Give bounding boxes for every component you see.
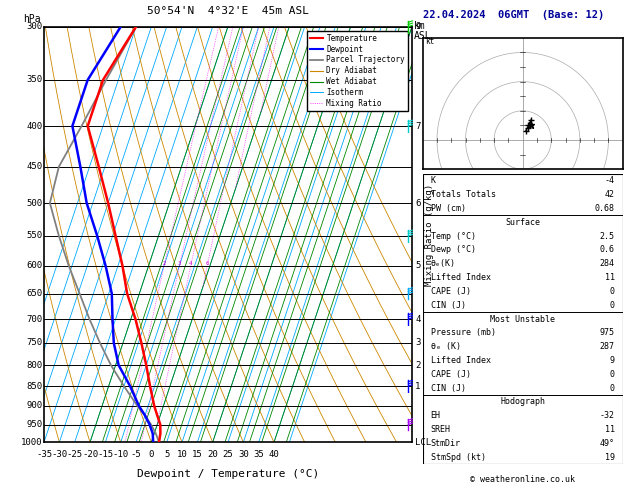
Text: 20: 20 [208, 450, 218, 459]
Text: 49°: 49° [599, 439, 615, 448]
Text: StmDir: StmDir [431, 439, 460, 448]
Text: -32: -32 [599, 411, 615, 420]
Text: -10: -10 [113, 450, 129, 459]
Text: K: K [431, 176, 436, 185]
Text: 7: 7 [415, 122, 421, 131]
Text: 2.5: 2.5 [599, 232, 615, 241]
Text: 350: 350 [26, 75, 42, 85]
Text: 9: 9 [415, 22, 421, 31]
Text: 975: 975 [599, 329, 615, 337]
Text: CIN (J): CIN (J) [431, 383, 465, 393]
Text: -4: -4 [604, 176, 615, 185]
Text: StmSpd (kt): StmSpd (kt) [431, 453, 486, 462]
Text: 950: 950 [26, 420, 42, 429]
Text: Lifted Index: Lifted Index [431, 356, 491, 365]
Text: 5: 5 [164, 450, 169, 459]
Text: 0: 0 [148, 450, 154, 459]
Text: 42: 42 [604, 190, 615, 199]
Text: 3: 3 [177, 261, 181, 266]
Text: 11: 11 [604, 425, 615, 434]
Text: 5: 5 [415, 261, 421, 270]
Text: 3: 3 [415, 338, 421, 347]
Text: 19: 19 [604, 453, 615, 462]
Text: 2: 2 [162, 261, 166, 266]
Text: Hodograph: Hodograph [500, 398, 545, 406]
Text: 40: 40 [269, 450, 279, 459]
Text: 287: 287 [599, 342, 615, 351]
Text: kt: kt [426, 37, 435, 46]
Text: -25: -25 [67, 450, 83, 459]
Text: SREH: SREH [431, 425, 451, 434]
Text: θₑ(K): θₑ(K) [431, 260, 455, 268]
Text: 300: 300 [26, 22, 42, 31]
Text: -35: -35 [36, 450, 52, 459]
Text: Most Unstable: Most Unstable [490, 314, 555, 324]
Text: PW (cm): PW (cm) [431, 204, 465, 213]
Text: 700: 700 [26, 314, 42, 324]
Text: 6: 6 [206, 261, 209, 266]
Text: CIN (J): CIN (J) [431, 301, 465, 310]
Text: 4: 4 [415, 314, 421, 324]
Text: 0: 0 [610, 287, 615, 296]
Text: 0: 0 [610, 301, 615, 310]
Text: © weatheronline.co.uk: © weatheronline.co.uk [470, 474, 575, 484]
Text: -5: -5 [131, 450, 142, 459]
Text: 11: 11 [604, 273, 615, 282]
Text: 30: 30 [238, 450, 248, 459]
Text: 35: 35 [253, 450, 264, 459]
Text: hPa: hPa [23, 14, 41, 24]
Text: 1: 1 [415, 382, 421, 391]
Text: 284: 284 [599, 260, 615, 268]
Text: CAPE (J): CAPE (J) [431, 287, 470, 296]
Text: 400: 400 [26, 122, 42, 131]
Text: Mixing Ratio (g/kg): Mixing Ratio (g/kg) [425, 183, 434, 286]
Text: θₑ (K): θₑ (K) [431, 342, 460, 351]
Text: 450: 450 [26, 162, 42, 171]
Text: LCL: LCL [415, 438, 431, 447]
Text: 850: 850 [26, 382, 42, 391]
Text: 600: 600 [26, 261, 42, 270]
Text: 0.6: 0.6 [599, 245, 615, 255]
Text: Temp (°C): Temp (°C) [431, 232, 476, 241]
Text: -30: -30 [52, 450, 67, 459]
Text: Lifted Index: Lifted Index [431, 273, 491, 282]
Text: 22.04.2024  06GMT  (Base: 12): 22.04.2024 06GMT (Base: 12) [423, 10, 604, 20]
Text: 500: 500 [26, 199, 42, 208]
Text: Dewp (°C): Dewp (°C) [431, 245, 476, 255]
Text: 900: 900 [26, 401, 42, 410]
Text: 800: 800 [26, 361, 42, 370]
Text: 1000: 1000 [21, 438, 42, 447]
Text: 2: 2 [415, 361, 421, 370]
Text: Pressure (mb): Pressure (mb) [431, 329, 496, 337]
Text: CAPE (J): CAPE (J) [431, 370, 470, 379]
Text: 0: 0 [610, 383, 615, 393]
Text: 10: 10 [177, 450, 187, 459]
Text: -15: -15 [97, 450, 113, 459]
Text: km
ASL: km ASL [414, 21, 431, 41]
Text: 750: 750 [26, 338, 42, 347]
Text: 0.68: 0.68 [594, 204, 615, 213]
Text: 4: 4 [189, 261, 192, 266]
Text: 25: 25 [223, 450, 233, 459]
Text: EH: EH [431, 411, 441, 420]
Text: 6: 6 [415, 199, 421, 208]
Text: 9: 9 [610, 356, 615, 365]
Text: Dewpoint / Temperature (°C): Dewpoint / Temperature (°C) [137, 469, 319, 479]
Text: 0: 0 [610, 370, 615, 379]
Text: 550: 550 [26, 231, 42, 241]
Legend: Temperature, Dewpoint, Parcel Trajectory, Dry Adiabat, Wet Adiabat, Isotherm, Mi: Temperature, Dewpoint, Parcel Trajectory… [306, 31, 408, 111]
Text: -20: -20 [82, 450, 98, 459]
Text: 650: 650 [26, 289, 42, 298]
Text: Surface: Surface [505, 218, 540, 227]
Text: 50°54'N  4°32'E  45m ASL: 50°54'N 4°32'E 45m ASL [147, 6, 309, 16]
Text: 15: 15 [192, 450, 203, 459]
Text: Totals Totals: Totals Totals [431, 190, 496, 199]
